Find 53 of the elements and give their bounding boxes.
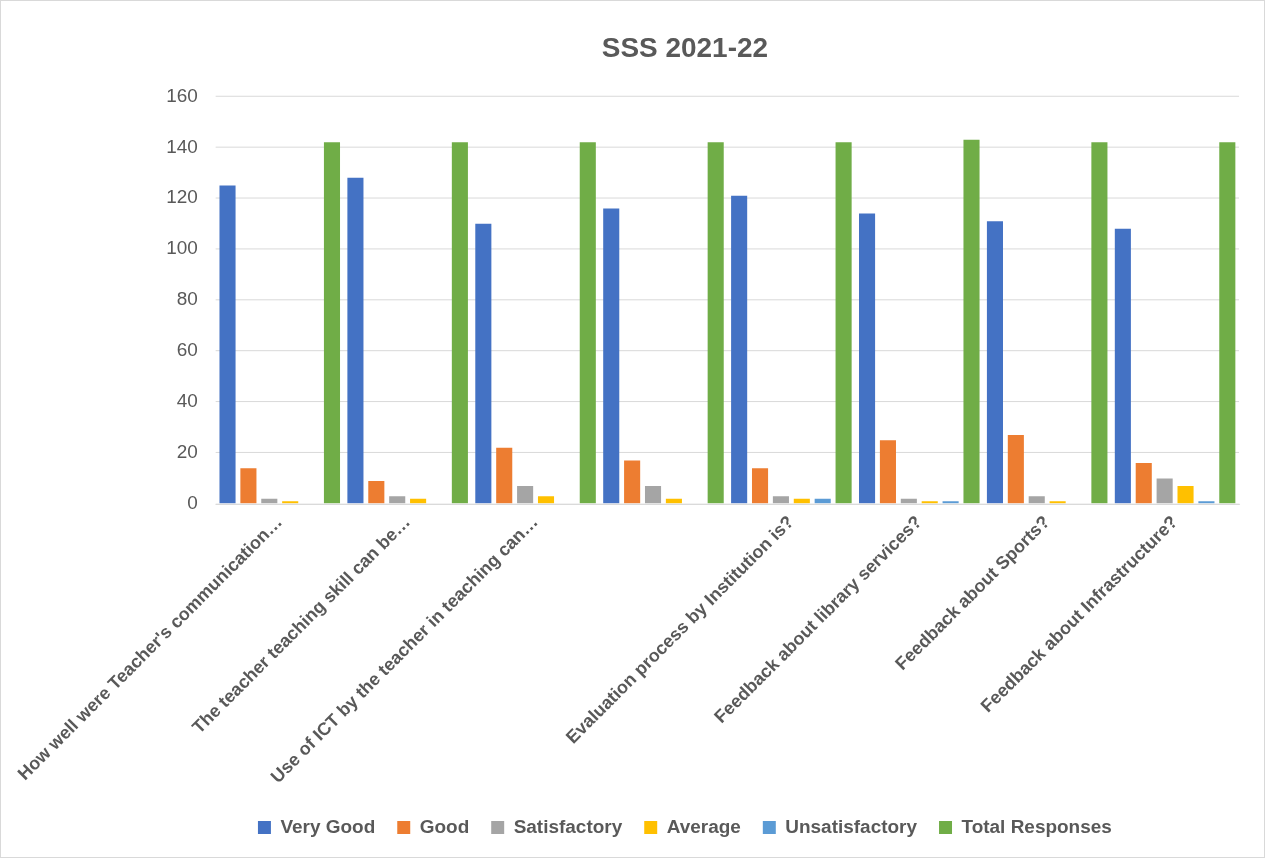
bar — [963, 139, 980, 504]
y-tick-label: 120 — [166, 186, 198, 208]
bar — [475, 223, 492, 504]
bar — [1135, 463, 1152, 504]
y-tick-label: 60 — [176, 339, 198, 361]
bar — [282, 501, 299, 504]
bar — [537, 496, 555, 504]
bar — [1007, 435, 1024, 504]
bar — [1198, 501, 1215, 504]
bar — [451, 142, 468, 504]
bar — [1091, 142, 1108, 504]
bar — [731, 195, 748, 504]
y-tick-label: 40 — [176, 390, 198, 412]
y-tick-label: 20 — [176, 441, 198, 463]
y-tick-label: 80 — [176, 288, 198, 310]
y-tick-label: 160 — [166, 84, 198, 106]
bar — [859, 213, 876, 504]
legend-label: Satisfactory — [513, 815, 623, 837]
bar — [517, 486, 534, 504]
bar — [879, 440, 896, 504]
bar — [347, 177, 364, 504]
bar — [1114, 228, 1131, 504]
bar — [644, 486, 662, 504]
legend-label: Average — [666, 815, 741, 837]
bar — [707, 142, 724, 504]
bar — [835, 142, 852, 504]
bar — [368, 480, 385, 504]
bar — [219, 185, 236, 504]
bar — [1028, 496, 1045, 504]
bar — [1049, 501, 1066, 504]
legend-label: Very Good — [280, 815, 376, 837]
bar — [240, 468, 257, 504]
bar — [603, 208, 620, 504]
bar — [1156, 478, 1173, 504]
bar — [1177, 486, 1194, 504]
bar — [942, 501, 959, 504]
bar — [579, 142, 596, 504]
y-tick-label: 0 — [187, 492, 198, 514]
bar — [921, 501, 938, 504]
legend-label: Good — [419, 815, 470, 837]
legend-label: Unsatisfactory — [785, 815, 918, 837]
bar — [1219, 142, 1236, 504]
chart-title: SSS 2021-22 — [601, 32, 769, 64]
bar — [772, 496, 789, 504]
legend-label: Total Responses — [961, 815, 1112, 837]
bar — [986, 221, 1003, 504]
y-tick-label: 100 — [166, 237, 198, 259]
bar — [323, 142, 341, 504]
bar — [389, 496, 406, 504]
bar — [751, 468, 769, 504]
bar — [624, 460, 641, 504]
y-tick-label: 140 — [166, 135, 198, 157]
bar — [496, 447, 513, 504]
